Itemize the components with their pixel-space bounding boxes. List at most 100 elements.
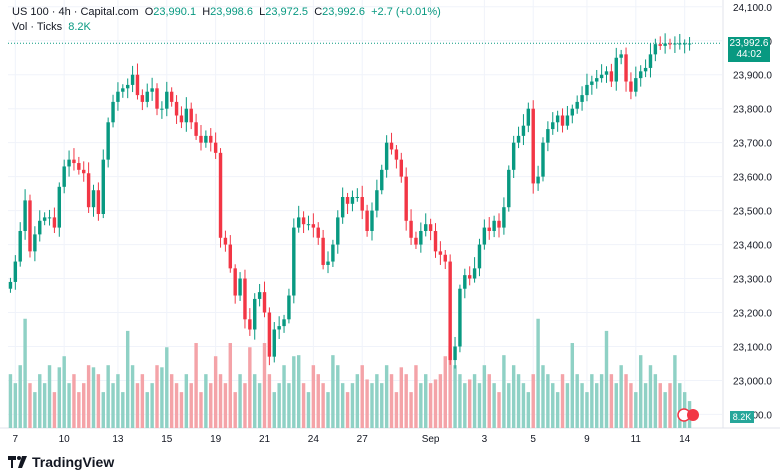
volume-bar bbox=[253, 374, 257, 428]
candle-body bbox=[389, 142, 394, 150]
candle-body bbox=[199, 135, 203, 143]
volume-bar bbox=[531, 374, 535, 428]
volume-bar bbox=[370, 383, 374, 428]
volume-bar bbox=[77, 392, 81, 428]
volume-bar bbox=[13, 383, 18, 428]
candle-body bbox=[257, 292, 262, 299]
candle-body bbox=[409, 220, 413, 238]
volume-value: 8.2K bbox=[68, 21, 91, 33]
volume-bar bbox=[570, 343, 575, 428]
candle-body bbox=[531, 108, 535, 184]
candle-body bbox=[62, 166, 66, 187]
candle-body bbox=[116, 91, 120, 102]
tradingview-logo[interactable]: TradingView bbox=[8, 454, 114, 470]
volume-bar bbox=[262, 343, 267, 428]
symbol-label[interactable]: US 100 · 4h · Capital.com bbox=[12, 6, 139, 18]
volume-bar bbox=[228, 343, 233, 428]
y-tick-label: 23,800.0 bbox=[733, 105, 772, 116]
volume-bar bbox=[419, 383, 423, 428]
candle-body bbox=[165, 91, 169, 109]
candle-body bbox=[28, 200, 32, 252]
volume-bar bbox=[257, 383, 262, 428]
x-tick-label: 3 bbox=[482, 434, 488, 445]
x-tick-label: 11 bbox=[631, 434, 642, 445]
candle-body bbox=[67, 159, 71, 167]
candle-body bbox=[507, 169, 511, 208]
volume-bar bbox=[565, 383, 570, 428]
candle-body bbox=[340, 197, 345, 218]
volume-bar bbox=[96, 374, 101, 428]
volume-bar bbox=[658, 383, 662, 428]
high-value: 23,998.6 bbox=[210, 6, 253, 18]
candle-body bbox=[82, 169, 86, 174]
x-tick-label: 27 bbox=[357, 434, 369, 445]
candle-body bbox=[467, 275, 472, 279]
volume-bar bbox=[673, 355, 677, 428]
candle-body bbox=[209, 135, 213, 143]
volume-bar bbox=[507, 383, 511, 428]
volume-bar bbox=[33, 392, 37, 428]
candle-body bbox=[135, 74, 140, 96]
candle-body bbox=[111, 101, 115, 123]
candle-body bbox=[477, 244, 482, 269]
candle-body bbox=[296, 217, 301, 228]
candle-body bbox=[384, 142, 389, 170]
volume-label[interactable]: Vol · Ticks bbox=[12, 21, 63, 33]
candle-body bbox=[687, 43, 692, 45]
candle-body bbox=[218, 152, 223, 238]
volume-bar bbox=[282, 365, 286, 428]
candle-body bbox=[47, 217, 52, 219]
volume-bar bbox=[57, 367, 62, 428]
volume-tag: 8.2K bbox=[730, 411, 754, 423]
volume-bar bbox=[184, 374, 189, 428]
volume-bar bbox=[272, 392, 276, 428]
volume-bar bbox=[194, 343, 198, 428]
candle-body bbox=[438, 251, 443, 255]
volume-bar bbox=[165, 347, 169, 428]
y-tick-label: 23,500.0 bbox=[733, 207, 772, 218]
volume-bar bbox=[306, 392, 311, 428]
y-tick-label: 23,700.0 bbox=[733, 139, 772, 150]
volume-bar bbox=[394, 392, 399, 428]
candle-body bbox=[125, 84, 130, 89]
volume-bar bbox=[502, 355, 506, 428]
volume-bar bbox=[614, 383, 618, 428]
candle-body bbox=[77, 163, 81, 170]
x-tick-label: 13 bbox=[112, 434, 124, 445]
y-tick-label: 23,400.0 bbox=[733, 241, 772, 252]
candle-body bbox=[189, 108, 193, 123]
y-tick-label: 23,300.0 bbox=[733, 275, 772, 286]
volume-bar bbox=[463, 383, 467, 428]
volume-bar bbox=[526, 392, 531, 428]
candle-body bbox=[174, 101, 179, 116]
candle-body bbox=[130, 74, 135, 85]
x-tick-label: 14 bbox=[679, 434, 691, 445]
volume-bar bbox=[174, 383, 179, 428]
volume-bar bbox=[399, 367, 404, 428]
candle-body bbox=[101, 159, 105, 214]
candle-body bbox=[419, 230, 423, 245]
candle-body bbox=[91, 190, 96, 208]
candle-body bbox=[634, 78, 638, 92]
volume-legend: Vol · Ticks 8.2K bbox=[12, 21, 91, 33]
volume-bar bbox=[384, 365, 389, 428]
volume-bar bbox=[414, 365, 418, 428]
candle-body bbox=[360, 197, 364, 211]
candle-body bbox=[292, 227, 296, 296]
volume-bar bbox=[62, 356, 66, 428]
candle-body bbox=[399, 159, 404, 177]
candle-body bbox=[570, 108, 575, 116]
close-label: C bbox=[314, 6, 323, 18]
candle-body bbox=[546, 129, 550, 143]
volume-bar bbox=[560, 374, 565, 428]
candle-body bbox=[643, 67, 648, 72]
candle-body bbox=[590, 81, 594, 85]
candle-body bbox=[673, 43, 677, 45]
candle-body bbox=[13, 261, 18, 282]
volume-bar bbox=[42, 383, 47, 428]
volume-bar bbox=[599, 374, 604, 428]
candle-body bbox=[306, 224, 311, 226]
candle-body bbox=[243, 278, 247, 320]
volume-bar bbox=[492, 383, 496, 428]
